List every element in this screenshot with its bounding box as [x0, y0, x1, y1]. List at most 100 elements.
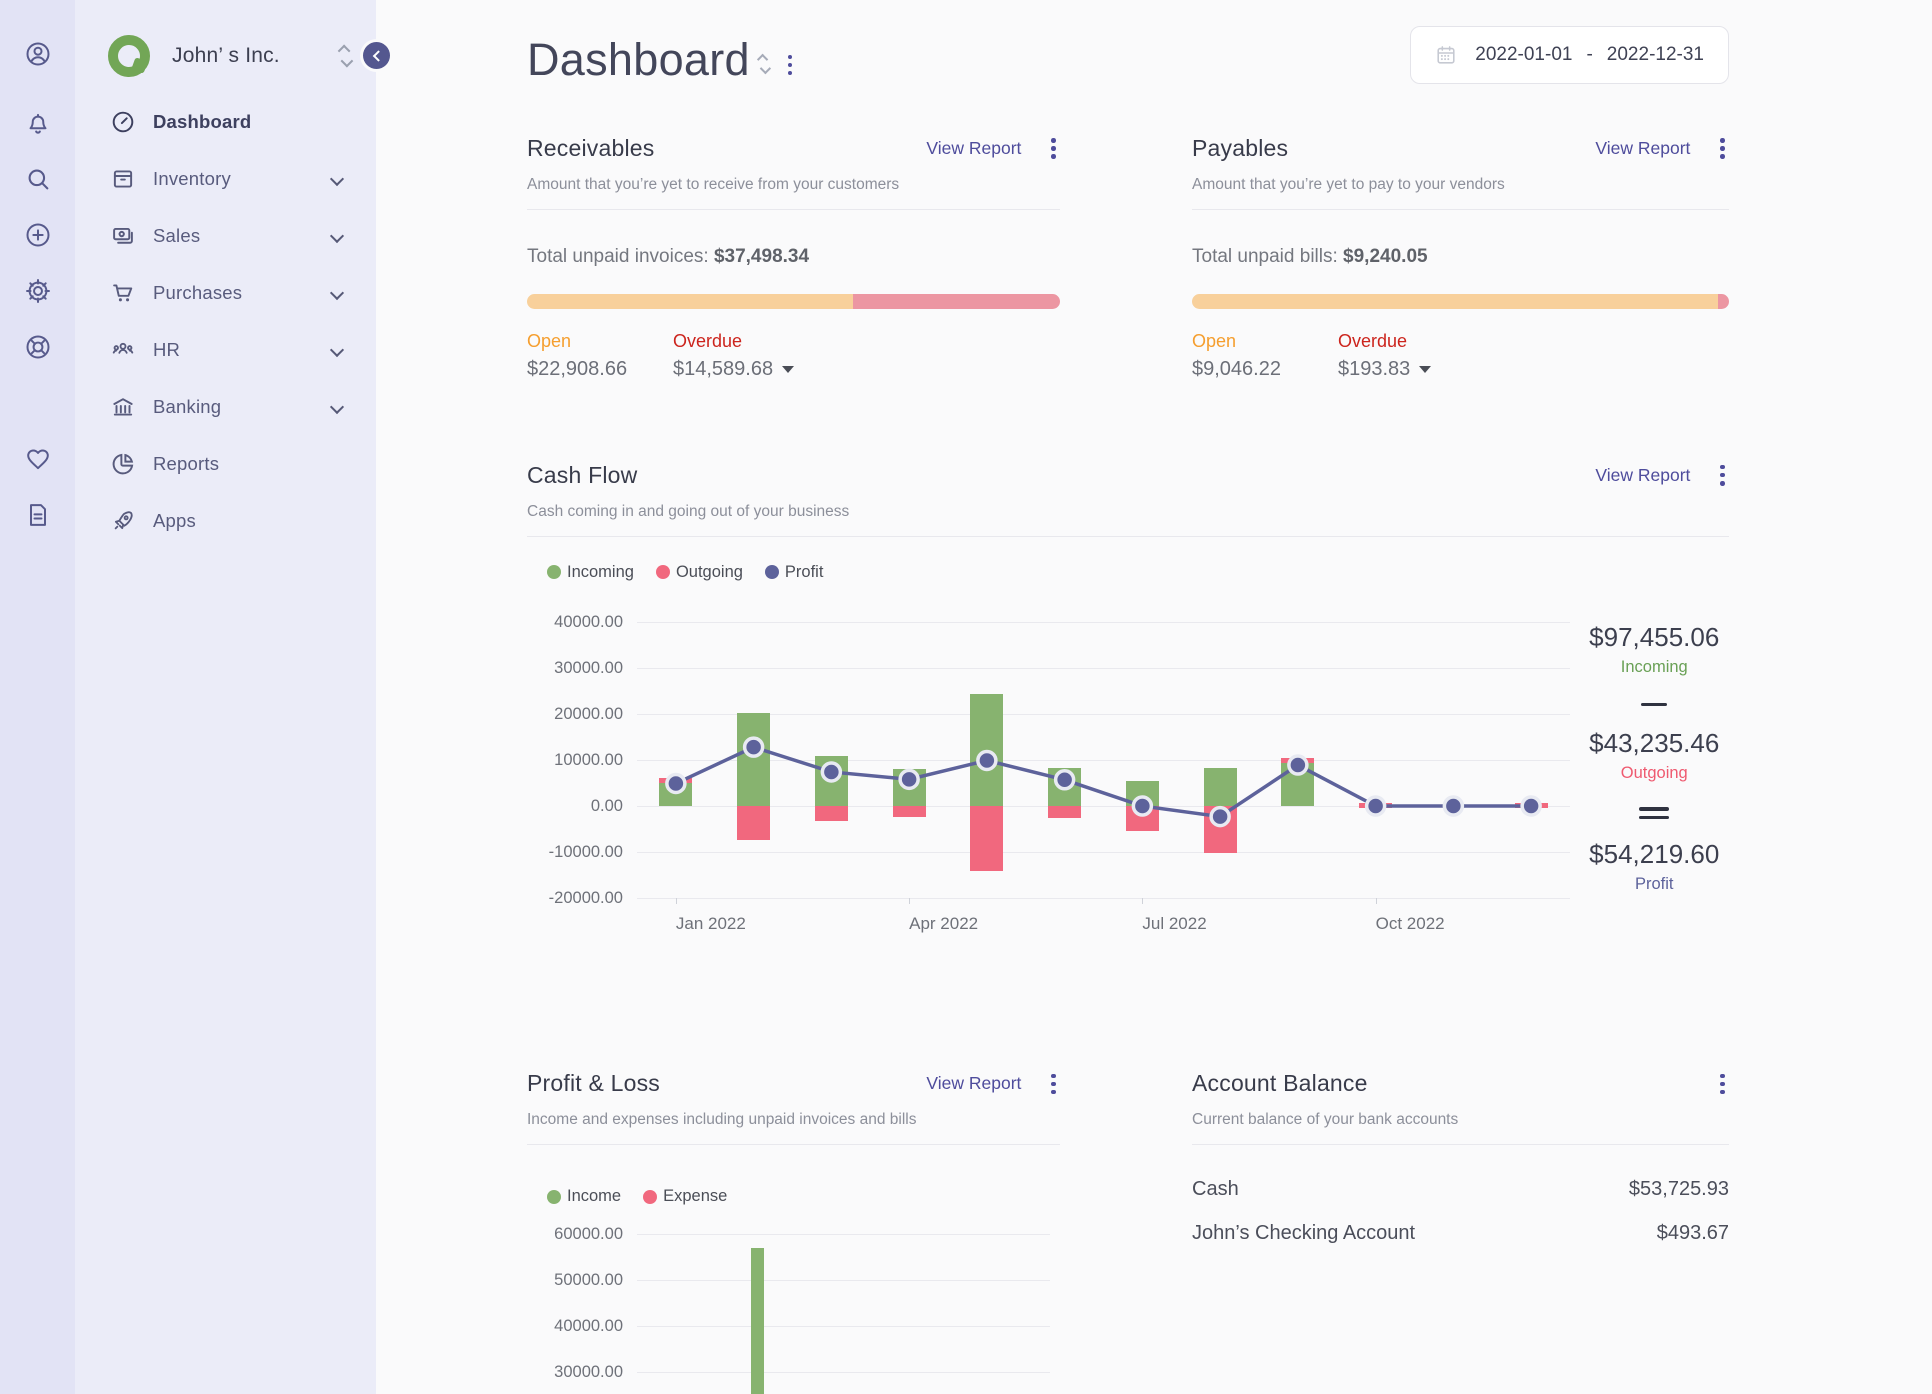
- page-title: Dashboard: [527, 34, 750, 85]
- icon-rail: [0, 0, 75, 1394]
- sidebar-item-reports[interactable]: Reports: [75, 435, 376, 492]
- account-name: Cash: [1192, 1177, 1239, 1200]
- outgoing-total-label: Outgoing: [1620, 764, 1688, 783]
- sidebar-item-dashboard[interactable]: Dashboard: [75, 93, 376, 150]
- calendar-icon: [1437, 46, 1455, 64]
- documents-icon[interactable]: [24, 501, 52, 529]
- cashflow-description: Cash coming in and going out of your bus…: [527, 502, 850, 520]
- payables-progress-bar: [1192, 293, 1729, 309]
- cashflow-title: Cash Flow: [527, 461, 638, 488]
- banking-bank-icon: [113, 397, 133, 416]
- profit-loss-card: Profit & Loss View Report Income and exp…: [527, 1070, 1060, 1394]
- payables-description: Amount that you’re yet to pay to your ve…: [1192, 175, 1505, 193]
- legend-item-profit[interactable]: Profit: [764, 563, 823, 582]
- dashboard-switch-chevrons-icon[interactable]: [756, 53, 771, 75]
- divider: [527, 1144, 1060, 1146]
- minus-icon: [1641, 702, 1668, 707]
- equals-icon: [1639, 807, 1670, 820]
- inventory-box-icon: [113, 169, 133, 188]
- account-balance-description: Current balance of your bank accounts: [1192, 1111, 1459, 1129]
- chevron-down-icon: [329, 171, 345, 186]
- company-switch-chevrons-icon[interactable]: [337, 44, 354, 68]
- hr-people-icon: [112, 342, 134, 354]
- sidebar-item-sales[interactable]: Sales: [75, 207, 376, 264]
- payables-view-report-link[interactable]: View Report: [1595, 137, 1691, 158]
- receivables-view-report-link[interactable]: View Report: [926, 137, 1022, 158]
- divider: [527, 208, 1060, 210]
- notifications-bell-icon[interactable]: [24, 109, 52, 137]
- progress-overdue-segment: [852, 293, 1060, 309]
- overdue-dropdown-caret-icon[interactable]: [1419, 365, 1432, 373]
- account-value: $493.67: [1656, 1221, 1729, 1244]
- profit-loss-more-menu[interactable]: [1047, 1070, 1060, 1099]
- receivables-overdue-value: $14,589.68: [673, 357, 774, 380]
- receivables-open-label: Open: [527, 330, 572, 351]
- cashflow-view-report-link[interactable]: View Report: [1595, 464, 1691, 485]
- date-separator: -: [1586, 44, 1593, 65]
- payables-total: Total unpaid bills: $9,240.05: [1192, 245, 1428, 267]
- date-end: 2022-12-31: [1606, 44, 1704, 65]
- payables-title: Payables: [1192, 134, 1289, 161]
- cashflow-legend: Incoming Outgoing Profit: [547, 563, 1729, 582]
- company-switcher[interactable]: John’ s Inc.: [75, 33, 376, 79]
- favorites-heart-icon[interactable]: [24, 445, 52, 473]
- sidebar-collapse-button[interactable]: [363, 42, 390, 69]
- profit-loss-view-report-link[interactable]: View Report: [926, 1073, 1022, 1094]
- incoming-total-label: Incoming: [1620, 657, 1688, 676]
- sales-cash-icon: [113, 227, 133, 244]
- overdue-dropdown-caret-icon[interactable]: [782, 365, 795, 373]
- support-lifering-icon[interactable]: [24, 333, 52, 361]
- chevron-left-icon: [372, 49, 384, 62]
- company-logo: [108, 35, 150, 77]
- chevron-down-icon: [329, 285, 345, 300]
- cashflow-card: Cash Flow View Report Cash coming in and…: [527, 461, 1729, 952]
- legend-item-outgoing[interactable]: Outgoing: [655, 563, 743, 582]
- profit-dot-icon: [764, 565, 779, 580]
- payables-overdue-value: $193.83: [1338, 357, 1411, 380]
- profit-loss-title: Profit & Loss: [527, 1070, 660, 1097]
- outgoing-total: $43,235.46: [1589, 728, 1720, 759]
- progress-open-segment: [1192, 293, 1718, 309]
- account-balance-title: Account Balance: [1192, 1070, 1368, 1097]
- sidebar-menu: Dashboard Inventory Sales Purchases HR: [75, 93, 376, 549]
- page-header: Dashboard 2022-01-01 - 2022-12-31: [527, 26, 1729, 86]
- account-balance-more-menu[interactable]: [1716, 1070, 1729, 1099]
- payables-overdue-label: Overdue: [1338, 330, 1408, 351]
- chevron-down-icon: [329, 399, 345, 414]
- progress-overdue-segment: [1717, 293, 1729, 309]
- receivables-overdue-label: Overdue: [673, 330, 743, 351]
- sidebar-item-apps[interactable]: Apps: [75, 492, 376, 549]
- outgoing-dot-icon: [655, 565, 670, 580]
- legend-item-income[interactable]: Income: [547, 1187, 621, 1206]
- chevron-down-icon: [329, 342, 345, 357]
- sidebar-item-banking[interactable]: Banking: [75, 378, 376, 435]
- payables-card: Payables View Report Amount that you’re …: [1192, 134, 1729, 381]
- apps-rocket-icon: [114, 510, 133, 529]
- user-profile-icon[interactable]: [24, 40, 52, 68]
- receivables-open-value: $22,908.66: [527, 357, 628, 380]
- receivables-description: Amount that you’re yet to receive from y…: [527, 175, 900, 193]
- dashboard-gauge-icon: [112, 111, 134, 132]
- account-name: John’s Checking Account: [1192, 1221, 1416, 1244]
- dashboard-more-menu[interactable]: [784, 51, 797, 80]
- payables-open-label: Open: [1192, 330, 1237, 351]
- receivables-more-menu[interactable]: [1047, 134, 1060, 163]
- legend-item-incoming[interactable]: Incoming: [547, 563, 634, 582]
- receivables-total: Total unpaid invoices: $37,498.34: [527, 245, 810, 267]
- date-range-picker[interactable]: 2022-01-01 - 2022-12-31: [1410, 26, 1729, 84]
- search-icon[interactable]: [24, 165, 52, 193]
- payables-more-menu[interactable]: [1716, 134, 1729, 163]
- sidebar-item-hr[interactable]: HR: [75, 321, 376, 378]
- balance-row: John’s Checking Account $493.67: [1192, 1211, 1729, 1255]
- profit-loss-legend: Income Expense: [547, 1187, 1060, 1206]
- incoming-dot-icon: [547, 565, 561, 580]
- add-new-icon[interactable]: [24, 221, 52, 249]
- sidebar-item-inventory[interactable]: Inventory: [75, 150, 376, 207]
- cashflow-more-menu[interactable]: [1716, 461, 1729, 490]
- settings-gear-icon[interactable]: [24, 277, 52, 305]
- profit-loss-description: Income and expenses including unpaid inv…: [527, 1111, 917, 1129]
- divider: [1192, 208, 1729, 210]
- sidebar-item-purchases[interactable]: Purchases: [75, 264, 376, 321]
- legend-item-expense[interactable]: Expense: [643, 1187, 727, 1206]
